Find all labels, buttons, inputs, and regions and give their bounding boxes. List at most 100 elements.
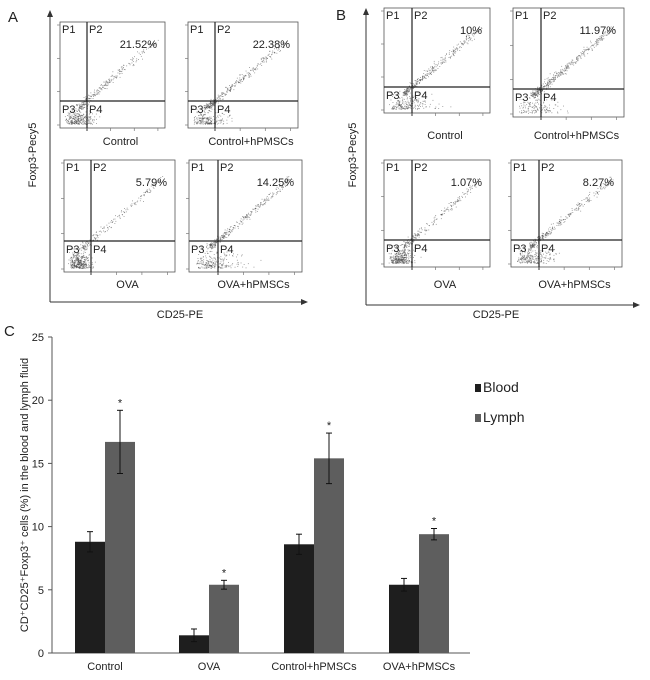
event-dot	[201, 257, 203, 259]
event-dot	[157, 181, 159, 183]
event-dot	[72, 266, 73, 268]
event-dot	[78, 116, 80, 118]
event-dot	[541, 255, 543, 257]
event-dot	[200, 123, 202, 125]
event-dot	[597, 41, 599, 43]
event-dot	[79, 105, 81, 107]
event-dot	[399, 259, 401, 260]
event-dot	[545, 83, 546, 84]
event-dot	[470, 192, 472, 193]
event-dot	[519, 261, 521, 263]
event-dot	[206, 265, 208, 266]
event-dot	[578, 55, 580, 56]
event-dot	[564, 70, 566, 72]
event-dot	[237, 266, 239, 267]
event-dot	[390, 256, 392, 258]
event-dot	[523, 258, 525, 260]
event-dot	[583, 51, 584, 53]
event-dot	[560, 216, 562, 218]
event-dot	[398, 258, 400, 259]
event-dot	[580, 205, 581, 207]
event-dot	[208, 262, 210, 264]
event-dot	[473, 33, 475, 35]
event-dot	[528, 112, 529, 114]
event-dot	[577, 202, 579, 204]
event-dot	[547, 258, 549, 259]
event-dot	[406, 93, 408, 95]
event-dot	[568, 67, 570, 69]
event-dot	[523, 255, 525, 257]
event-dot	[83, 246, 85, 248]
event-dot	[150, 190, 152, 192]
event-dot	[117, 72, 119, 74]
event-dot	[545, 96, 547, 98]
event-dot	[536, 256, 538, 258]
event-dot	[581, 200, 583, 201]
event-dot	[255, 205, 256, 207]
event-dot	[541, 107, 543, 109]
event-dot	[563, 222, 565, 223]
event-dot	[115, 77, 117, 78]
event-dot	[455, 206, 457, 208]
event-dot	[537, 96, 538, 97]
event-dot	[81, 115, 82, 117]
event-dot	[530, 251, 532, 253]
event-dot	[530, 256, 532, 257]
event-dot	[557, 222, 559, 224]
event-dot	[221, 93, 223, 95]
event-dot	[578, 208, 580, 209]
event-dot	[392, 94, 394, 96]
event-dot	[405, 257, 407, 259]
event-dot	[216, 97, 218, 99]
event-dot	[546, 87, 548, 89]
event-dot	[284, 182, 286, 184]
event-dot	[153, 44, 155, 46]
event-dot	[85, 263, 87, 265]
event-dot	[541, 236, 543, 238]
event-dot	[260, 259, 262, 261]
event-dot	[452, 53, 454, 55]
event-dot	[89, 112, 91, 114]
event-dot	[537, 102, 538, 103]
event-dot	[202, 256, 204, 258]
y-tick-label: 5	[38, 585, 44, 597]
event-dot	[213, 262, 215, 264]
event-dot	[407, 250, 409, 252]
event-dot	[218, 122, 220, 124]
event-dot	[462, 43, 464, 45]
event-dot	[537, 91, 539, 93]
event-dot	[209, 265, 211, 266]
event-dot	[108, 80, 110, 81]
event-dot	[69, 112, 71, 114]
event-dot	[433, 220, 435, 222]
event-dot	[430, 72, 432, 74]
event-dot	[466, 36, 467, 37]
event-dot	[427, 223, 428, 225]
event-dot	[529, 104, 531, 105]
event-dot	[250, 69, 251, 71]
event-dot	[90, 118, 92, 119]
event-dot	[286, 183, 288, 185]
event-dot	[425, 101, 426, 103]
event-dot	[559, 221, 561, 223]
event-dot	[402, 107, 404, 109]
event-dot	[440, 63, 442, 65]
event-dot	[200, 122, 202, 124]
event-dot	[542, 237, 543, 238]
event-dot	[422, 103, 424, 105]
event-dot	[422, 103, 423, 105]
event-dot	[406, 257, 407, 259]
quadrant-label: P2	[93, 162, 106, 174]
event-dot	[454, 203, 456, 205]
event-dot	[416, 80, 417, 82]
event-dot	[245, 217, 246, 219]
event-dot	[106, 230, 108, 232]
event-dot	[539, 240, 541, 242]
event-dot	[415, 98, 416, 100]
event-dot	[521, 260, 523, 261]
event-dot	[267, 200, 269, 201]
event-dot	[202, 123, 204, 125]
event-dot	[131, 203, 133, 205]
event-dot	[586, 46, 588, 48]
event-dot	[550, 79, 552, 80]
